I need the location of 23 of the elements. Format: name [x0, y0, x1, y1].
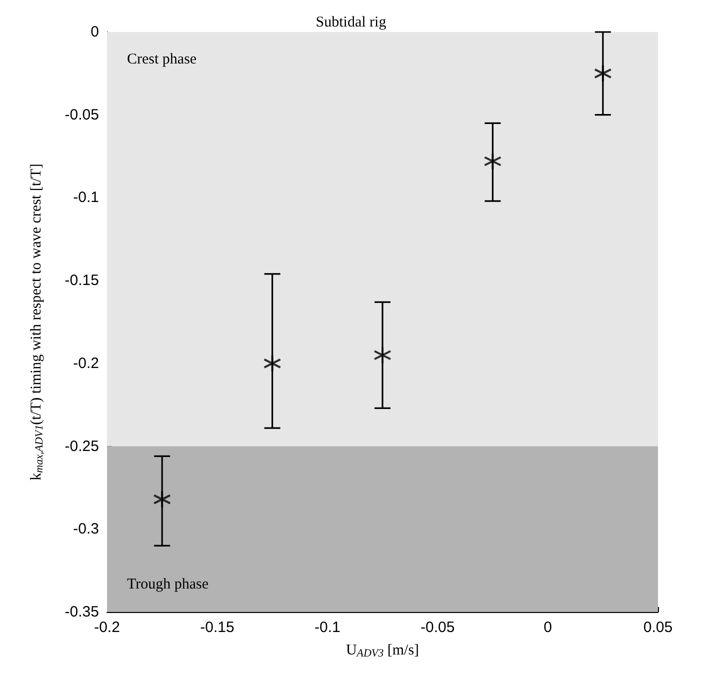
- point: [153, 490, 172, 508]
- point: [594, 64, 612, 82]
- x-tick-label: -0.1: [314, 619, 340, 636]
- x-tick-label: -0.15: [200, 619, 234, 636]
- y-tick-label: -0.05: [64, 106, 99, 124]
- point: [374, 346, 392, 364]
- point: [484, 152, 502, 170]
- x-tick-label: -0.05: [420, 619, 455, 636]
- y-axis-title: kmax,ADV1(t/T) timing with respect to wave crest [t/T]: [28, 164, 46, 480]
- y-tick-label: -0.3: [73, 520, 99, 538]
- x-tick-label: -0.2: [94, 619, 120, 636]
- band-label: Trough phase: [127, 576, 209, 592]
- point: [263, 354, 282, 372]
- chart-title: Subtidal rig: [316, 14, 387, 30]
- y-tick-label: -0.2: [73, 354, 99, 372]
- band-label: Crest phase: [127, 52, 197, 68]
- y-tick-label: -0.1: [73, 189, 99, 206]
- y-tick-label: -0.35: [64, 604, 99, 620]
- y-tick-label: -0.15: [64, 272, 99, 290]
- x-tick-label: 0: [544, 619, 552, 636]
- y-tick-label: 0: [90, 24, 99, 40]
- x-tick-label: 0.05: [643, 619, 673, 636]
- y-tick-label: -0.25: [64, 438, 99, 455]
